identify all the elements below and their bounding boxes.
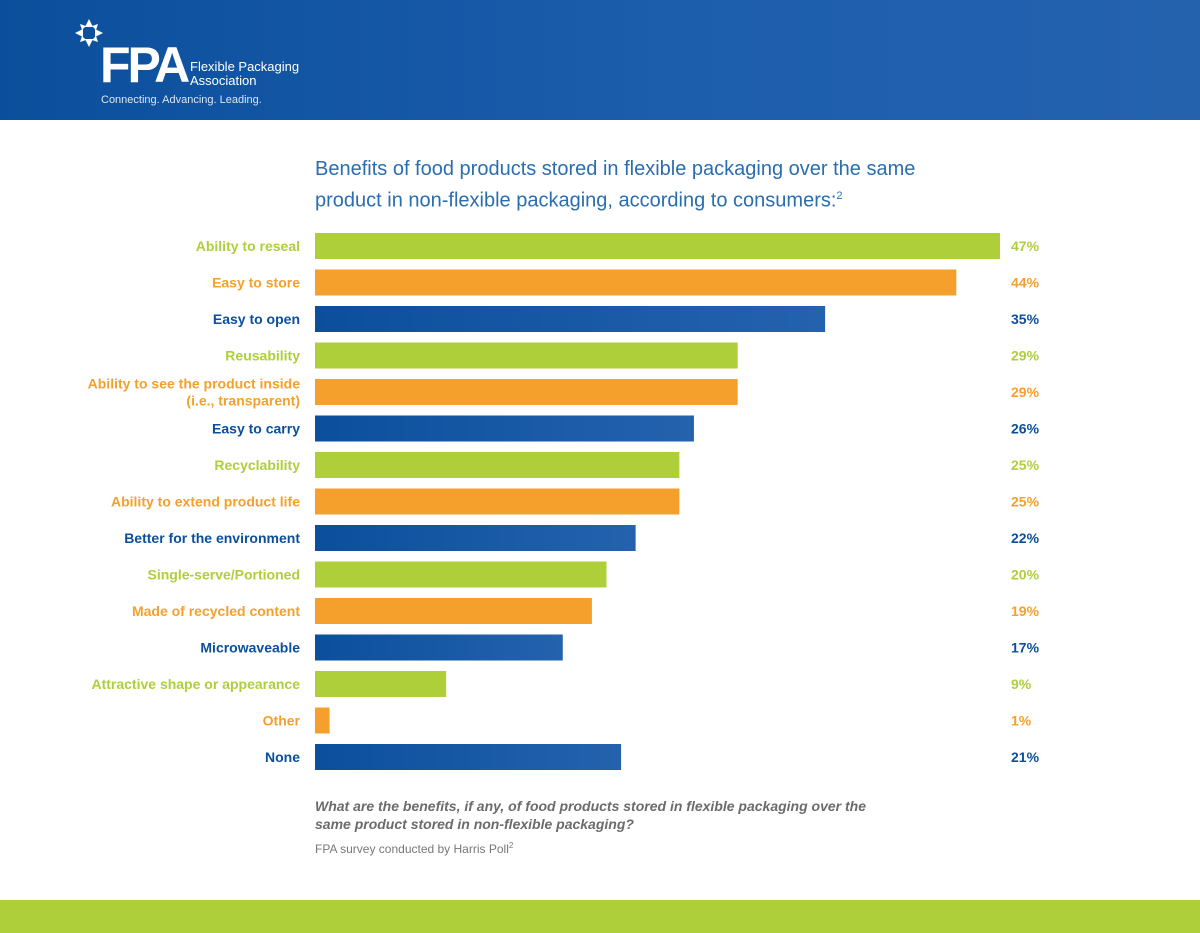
value-label: 26% — [1011, 421, 1040, 437]
value-label: 29% — [1011, 384, 1040, 400]
value-label: 25% — [1011, 494, 1040, 510]
value-label: 35% — [1011, 311, 1040, 327]
category-label: None — [265, 749, 300, 765]
value-label: 29% — [1011, 348, 1040, 364]
category-label: Made of recycled content — [132, 603, 300, 619]
category-label: Reusability — [225, 348, 300, 364]
footer-band — [0, 900, 1200, 933]
category-label: Recyclability — [214, 457, 300, 473]
bar-11 — [315, 634, 563, 661]
value-label: 17% — [1011, 640, 1040, 656]
category-label: Ability to reseal — [196, 238, 300, 254]
category-label: Easy to open — [213, 311, 300, 327]
bar-6 — [315, 452, 680, 478]
bars-group: Ability to reseal 47% Easy to store 44% Easy… — [88, 233, 1040, 770]
bar-4 — [315, 379, 738, 405]
tagline: Connecting. Advancing. Leading. — [101, 94, 262, 106]
title-footnote: 2 — [836, 190, 843, 202]
header-banner: FPA Flexible Packaging Association Conne… — [0, 0, 1200, 120]
bar-12 — [315, 671, 447, 697]
logo-wordmark: FPA — [100, 37, 190, 93]
chart-title: Benefits of food products stored in flex… — [315, 156, 955, 215]
category-label: Single-serve/Portioned — [148, 567, 300, 583]
value-label: 20% — [1011, 567, 1040, 583]
category-label: Microwaveable — [200, 640, 300, 656]
source-text: FPA survey conducted by Harris Poll — [315, 842, 509, 856]
value-label: 44% — [1011, 275, 1040, 291]
category-label: Ability to see the product inside (i.e., … — [88, 376, 301, 409]
bar-9 — [315, 561, 607, 588]
org-name: Flexible Packaging Association — [190, 60, 299, 88]
value-label: 25% — [1011, 457, 1040, 473]
value-label: 47% — [1011, 238, 1040, 254]
bar-14 — [315, 744, 622, 770]
bar-7 — [315, 488, 680, 515]
bar-13 — [315, 707, 330, 734]
bar-0 — [315, 233, 1000, 259]
value-label: 9% — [1011, 676, 1032, 692]
value-label: 1% — [1011, 713, 1032, 729]
bar-1 — [315, 269, 957, 296]
source-footnote: 2 — [508, 841, 514, 850]
bar-8 — [315, 525, 636, 551]
fpa-star-logo-icon — [75, 19, 103, 47]
category-label: Other — [263, 713, 301, 729]
org-name-line2: Association — [190, 73, 257, 88]
bar-2 — [315, 306, 826, 332]
org-name-line1: Flexible Packaging — [190, 59, 300, 74]
category-label: Attractive shape or appearance — [91, 676, 300, 692]
chart-title-text: Benefits of food products stored in flex… — [315, 158, 916, 212]
category-label: Easy to carry — [212, 421, 300, 437]
category-label: Better for the environment — [124, 530, 300, 546]
value-label: 19% — [1011, 603, 1040, 619]
bar-3 — [315, 342, 738, 369]
value-label: 21% — [1011, 749, 1040, 765]
survey-source: FPA survey conducted by Harris Poll2 — [315, 841, 513, 856]
survey-question: What are the benefits, if any, of food p… — [315, 798, 867, 832]
category-label: Easy to store — [212, 275, 300, 291]
bar-10 — [315, 598, 592, 624]
value-label: 22% — [1011, 530, 1040, 546]
category-label: Ability to extend product life — [111, 494, 300, 510]
bar-5 — [315, 415, 694, 442]
